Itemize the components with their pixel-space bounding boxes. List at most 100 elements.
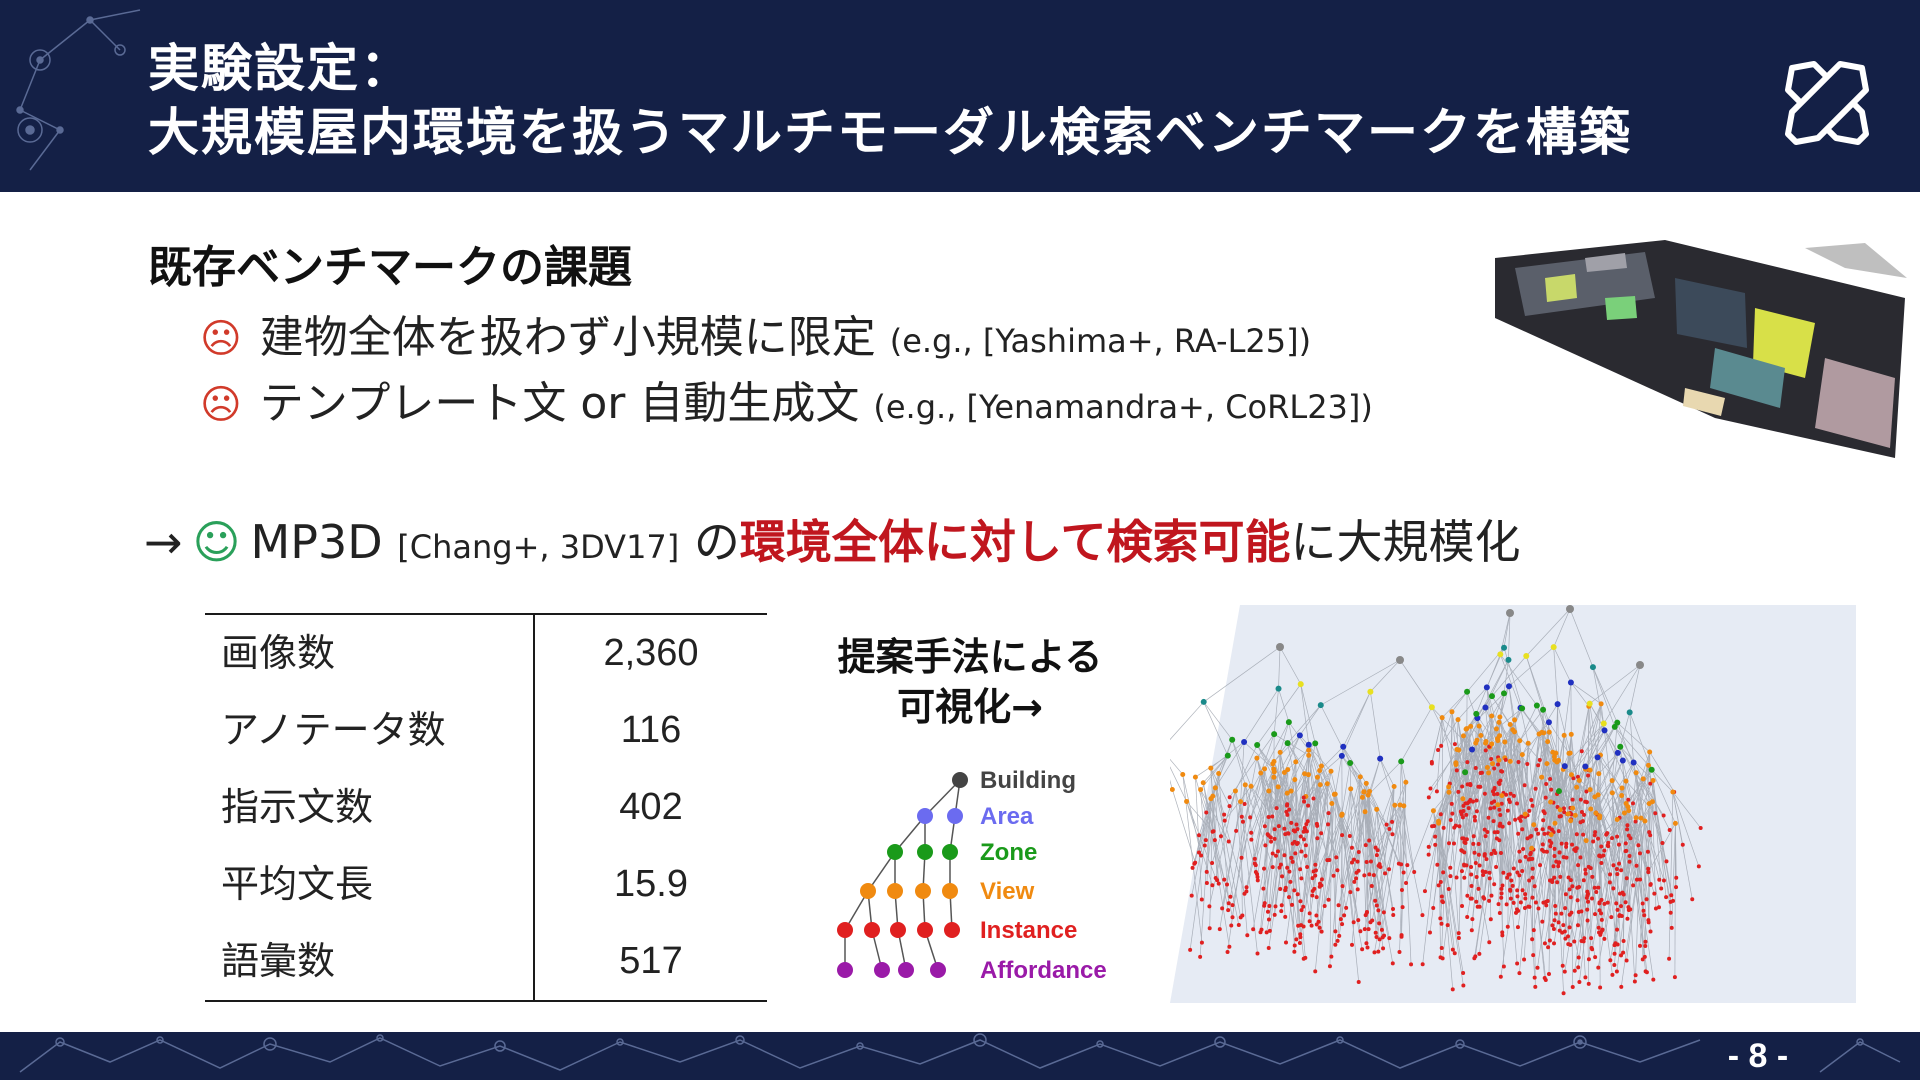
graph-node <box>1436 820 1442 826</box>
graph-edge <box>1299 704 1322 736</box>
graph-node <box>1204 810 1209 815</box>
graph-node <box>1277 749 1283 755</box>
graph-node <box>1244 885 1249 890</box>
graph-node <box>1479 770 1484 775</box>
graph-node <box>1284 790 1290 796</box>
graph-node <box>1380 935 1385 940</box>
graph-edge <box>1333 776 1361 876</box>
graph-edge <box>1215 741 1245 789</box>
graph-edge <box>1314 743 1322 767</box>
graph-node <box>1373 930 1378 935</box>
graph-node <box>1579 749 1584 754</box>
graph-node <box>1559 911 1564 916</box>
graph-node <box>1561 763 1568 770</box>
graph-node <box>1298 935 1303 940</box>
graph-node <box>1498 821 1503 826</box>
graph-edge <box>1625 803 1650 852</box>
graph-node <box>1326 811 1331 816</box>
graph-edge <box>1230 758 1258 897</box>
graph-node <box>1449 801 1454 806</box>
graph-node <box>1589 946 1594 951</box>
graph-edge <box>1627 817 1637 919</box>
graph-edge <box>1278 688 1290 723</box>
graph-node <box>1446 784 1452 790</box>
graph-node <box>1472 956 1477 961</box>
graph-node <box>1568 895 1573 900</box>
graph-node <box>1391 913 1396 918</box>
graph-edge <box>1598 752 1619 774</box>
graph-node <box>1598 701 1604 707</box>
graph-node <box>1638 877 1643 882</box>
graph-node <box>1270 814 1275 819</box>
graph-node <box>1438 880 1443 885</box>
graph-node <box>1597 813 1603 819</box>
graph-node <box>1592 833 1597 838</box>
graph-edge <box>1567 813 1596 958</box>
graph-edge <box>1285 796 1307 943</box>
graph-edge <box>1485 707 1491 748</box>
graph-node <box>1590 896 1595 901</box>
graph-node <box>1469 928 1474 933</box>
graph-node <box>1522 783 1527 788</box>
graph-node <box>1552 846 1557 851</box>
graph-edge <box>1550 801 1559 867</box>
graph-node <box>1340 884 1345 889</box>
graph-node <box>1593 955 1598 960</box>
graph-node <box>1625 804 1631 810</box>
graph-node <box>1481 873 1486 878</box>
graph-node <box>1297 681 1304 688</box>
graph-node <box>1448 874 1453 879</box>
graph-edge <box>1508 686 1515 720</box>
graph-edge <box>1558 723 1605 792</box>
graph-node <box>1529 845 1535 851</box>
graph-edge <box>1362 797 1370 841</box>
graph-node <box>1381 910 1386 915</box>
graph-node <box>1499 895 1504 900</box>
graph-node <box>1487 898 1492 903</box>
graph-node <box>1428 704 1435 711</box>
graph-node <box>1546 945 1551 950</box>
graph-node <box>1568 878 1573 883</box>
graph-edge <box>1370 691 1381 759</box>
graph-node <box>1505 808 1510 813</box>
graph-node <box>1650 777 1656 783</box>
graph-edge <box>1572 757 1598 809</box>
graph-node <box>1362 927 1367 932</box>
graph-node <box>1463 840 1468 845</box>
graph-edge <box>1648 803 1650 921</box>
graph-node <box>1497 807 1502 812</box>
graph-node <box>1560 963 1565 968</box>
graph-node <box>1467 799 1472 804</box>
graph-node <box>1269 839 1274 844</box>
graph-node <box>1648 781 1653 786</box>
graph-node <box>1367 688 1374 695</box>
graph-node <box>1272 836 1277 841</box>
graph-node <box>1452 825 1457 830</box>
graph-node <box>1631 801 1636 806</box>
graph-node <box>1284 740 1291 747</box>
graph-node <box>1381 946 1386 951</box>
graph-node <box>1306 803 1311 808</box>
graph-node <box>1548 832 1554 838</box>
graph-node <box>1617 913 1622 918</box>
graph-node <box>1354 876 1359 881</box>
graph-node <box>1505 875 1510 880</box>
graph-node <box>1598 854 1603 859</box>
graph-node <box>1372 950 1377 955</box>
graph-node <box>1570 842 1575 847</box>
graph-node <box>1216 881 1221 886</box>
graph-edge <box>1399 761 1402 805</box>
graph-node <box>1285 719 1292 726</box>
graph-node <box>1495 830 1500 835</box>
graph-node <box>1506 609 1514 617</box>
graph-edge <box>1448 792 1472 875</box>
graph-node <box>1271 766 1277 772</box>
graph-node <box>1190 865 1195 870</box>
graph-edge <box>1500 814 1526 977</box>
graph-edge <box>1570 794 1599 898</box>
graph-node <box>1551 927 1556 932</box>
graph-node <box>1286 831 1291 836</box>
graph-node <box>1608 872 1613 877</box>
graph-edge <box>1474 760 1500 853</box>
graph-edge <box>1509 814 1526 875</box>
